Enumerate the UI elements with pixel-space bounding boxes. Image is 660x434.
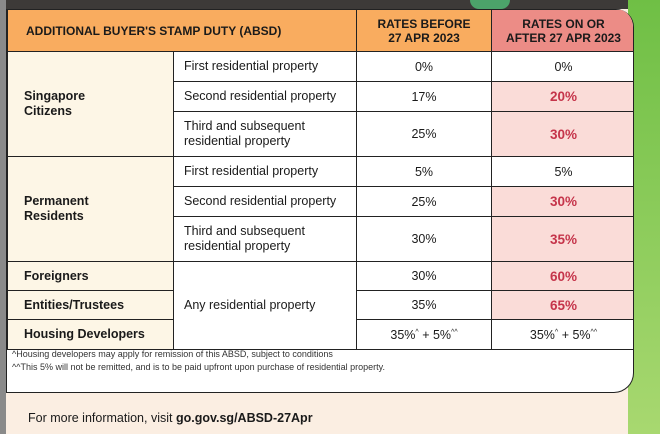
absd-card: ADDITIONAL BUYER'S STAMP DUTY (ABSD) RAT… [6, 9, 634, 393]
header-rates-before: RATES BEFORE 27 APR 2023 [356, 9, 492, 52]
rate-before: 5% [356, 156, 492, 187]
table-row: Singapore Citizens First residential prop… [7, 51, 633, 157]
property-type: Any residential property [173, 261, 357, 350]
top-strip [0, 0, 660, 9]
rate-before: 35% [356, 290, 492, 320]
footer-link[interactable]: go.gov.sg/ABSD-27Apr [175, 411, 313, 425]
table-row: Foreigners Any residential property 30% … [7, 261, 633, 350]
rate-before: 30% [356, 216, 492, 262]
property-type: First residential property [173, 51, 357, 82]
table-title: ADDITIONAL BUYER'S STAMP DUTY (ABSD) [7, 9, 357, 52]
property-type: Third and subsequent residential property [173, 111, 357, 157]
footnotes: ^Housing developers may apply for remiss… [12, 348, 385, 374]
rate-after: 30% [491, 111, 633, 157]
table-row: Permanent Residents First residential pro… [7, 156, 633, 262]
rate-after: 0% [491, 51, 633, 82]
rate-before: 25% [356, 111, 492, 157]
left-edge [0, 0, 6, 434]
rate-before: 0% [356, 51, 492, 82]
group-foreigners: Foreigners [7, 261, 174, 291]
property-type: Second residential property [173, 81, 357, 112]
rate-before: 30% [356, 261, 492, 291]
rate-after: 30% [491, 186, 633, 217]
property-type: Second residential property [173, 186, 357, 217]
table-header: ADDITIONAL BUYER'S STAMP DUTY (ABSD) RAT… [7, 9, 633, 52]
rate-after: 65% [491, 290, 633, 320]
footer: For more information, visit go.gov.sg/AB… [28, 411, 313, 425]
rate-after: 35% [491, 216, 633, 262]
group-permanent-residents: Permanent Residents [7, 156, 174, 262]
property-type: Third and subsequent residential property [173, 216, 357, 262]
header-rates-after: RATES ON OR AFTER 27 APR 2023 [491, 9, 633, 52]
table-row: Entities/Trustees 35% 65% [7, 290, 633, 320]
footnote: ^Housing developers may apply for remiss… [12, 349, 333, 359]
group-singapore-citizens: Singapore Citizens [7, 51, 174, 157]
rate-after: 35%^ + 5%^^ [491, 319, 633, 350]
rate-before: 17% [356, 81, 492, 112]
footer-text: For more information, visit [28, 411, 176, 425]
table-row: Third and subsequent residential property… [8, 111, 633, 157]
rate-before: 25% [356, 186, 492, 217]
table-row: Second residential property 25% 30% [8, 186, 633, 217]
rate-before: 35%^ + 5%^^ [356, 319, 492, 350]
table-row: Housing Developers 35%^ + 5%^^ 35%^ + 5%… [7, 319, 633, 350]
rate-after: 5% [491, 156, 633, 187]
property-type: First residential property [173, 156, 357, 187]
table-row: Second residential property 17% 20% [8, 81, 633, 112]
footnote: ^^This 5% will not be remitted, and is t… [12, 362, 385, 372]
rate-after: 60% [491, 261, 633, 291]
group-entities-trustees: Entities/Trustees [7, 290, 174, 320]
absd-table: ADDITIONAL BUYER'S STAMP DUTY (ABSD) RAT… [7, 9, 633, 350]
rate-after: 20% [491, 81, 633, 112]
leaf-decoration [470, 0, 510, 9]
group-housing-developers: Housing Developers [7, 319, 174, 350]
